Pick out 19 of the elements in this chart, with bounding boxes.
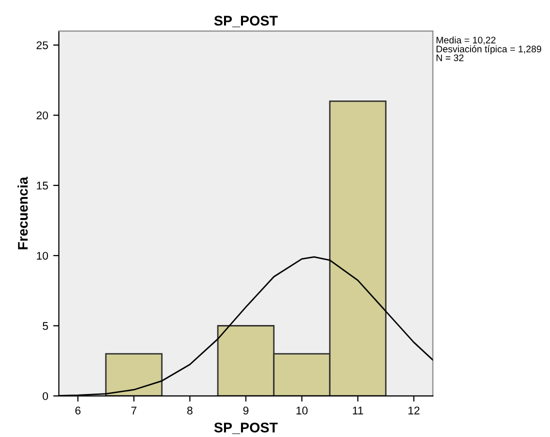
x-tick-label: 11 [352,406,364,414]
text: Media = 10,22 [436,36,496,45]
y-tick-label: 5 [42,322,48,330]
text: N = 32 [436,54,464,62]
y-tick-label: 15 [36,182,48,190]
y-tick-label: 10 [36,252,48,260]
x-tick-label: 8 [187,406,192,414]
x-axis-title: SP_POST [214,422,278,434]
x-tick-label: 12 [408,406,420,414]
x-tick-label: 9 [243,406,248,414]
x-tick-label: 10 [296,406,308,414]
y-tick-label: 0 [42,392,48,400]
chart-title: SP_POST [214,16,278,28]
x-tick-label: 7 [131,406,136,414]
x-tick-label: 6 [75,406,80,414]
y-axis-title: Frecuencia [18,176,28,250]
y-tick-label: 25 [36,41,48,50]
y-tick-label: 20 [36,112,48,120]
text: Desviación típica = 1,289 [436,45,542,54]
